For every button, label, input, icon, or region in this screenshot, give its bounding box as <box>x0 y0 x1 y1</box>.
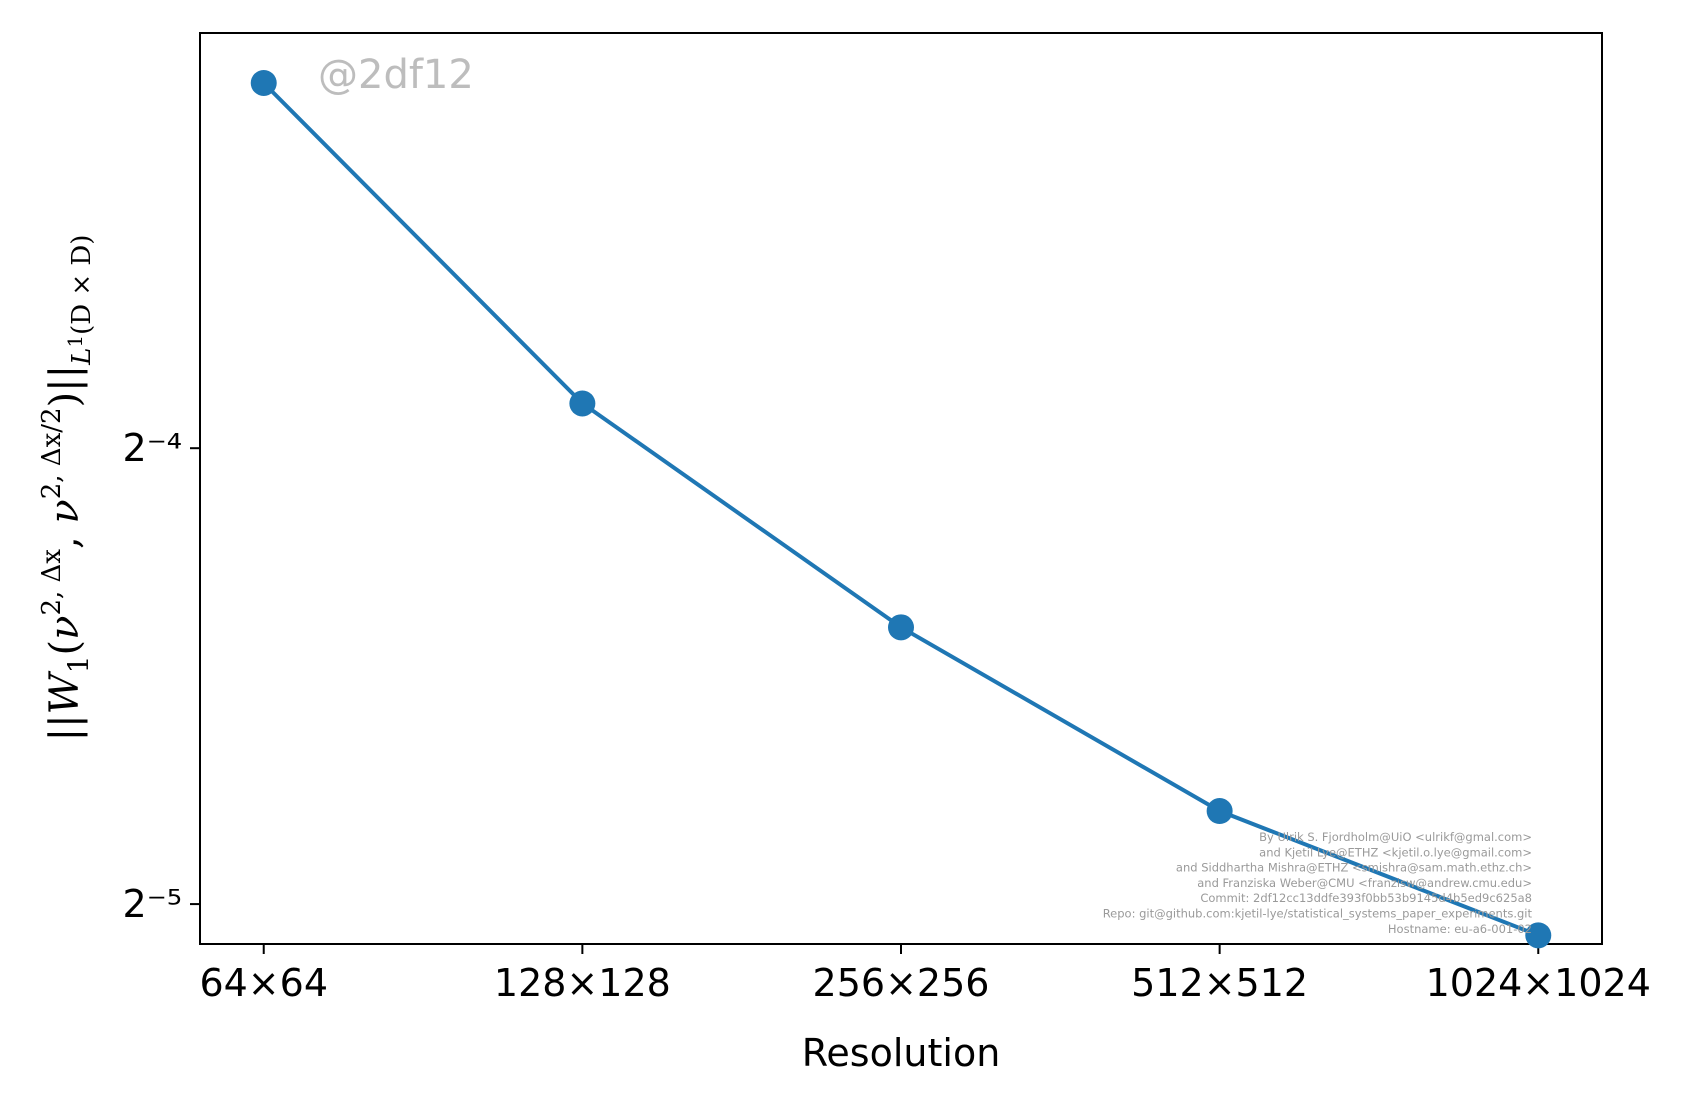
x-tick-label: 1024×1024 <box>1426 961 1651 1005</box>
data-point <box>1206 798 1233 825</box>
credits-block: By Ulrik S. Fjordholm@UiO <ulrikf@gmal.c… <box>1103 830 1533 936</box>
x-tick-label: 64×64 <box>199 961 328 1005</box>
svg-text:||W1(ν2, Δx, ν2, Δx/2)||L1(D ×: ||W1(ν2, Δx, ν2, Δx/2)||L1(D × D) <box>37 235 97 742</box>
data-points <box>250 69 1552 949</box>
credits-line: Repo: git@github.com:kjetil-lye/statisti… <box>1103 907 1533 921</box>
data-point <box>1525 922 1552 949</box>
credits-line: and Siddhartha Mishra@ETHZ <smishra@sam.… <box>1176 861 1532 875</box>
data-point <box>250 69 277 96</box>
watermark: @2df12 <box>318 52 474 98</box>
credits-line: Hostname: eu-a6-001-02 <box>1388 922 1532 936</box>
credits-line: and Kjetil Lye@ETHZ <kjetil.o.lye@gmail.… <box>1259 845 1532 859</box>
credits-line: Commit: 2df12cc13ddfe393f0bb53b9145d4b5e… <box>1200 891 1532 905</box>
credits-line: By Ulrik S. Fjordholm@UiO <ulrikf@gmal.c… <box>1259 830 1532 844</box>
x-tick-label: 256×256 <box>813 961 990 1005</box>
x-tick-label: 512×512 <box>1131 961 1308 1005</box>
y-tick-label: 2⁻⁴ <box>123 426 182 470</box>
y-axis-label: ||W1(ν2, Δx, ν2, Δx/2)||L1(D × D) <box>37 235 97 742</box>
x-axis-label: Resolution <box>802 1031 1001 1075</box>
x-axis: 64×64 128×128 256×256 512×512 1024×1024 <box>199 944 1651 1005</box>
x-tick-label: 128×128 <box>494 961 671 1005</box>
data-point <box>888 614 914 641</box>
y-axis: 2⁻⁴ 2⁻⁵ <box>123 426 200 926</box>
data-point <box>569 390 596 417</box>
y-tick-label: 2⁻⁵ <box>123 882 182 926</box>
credits-line: and Franziska Weber@CMU <franzisw@andrew… <box>1197 876 1532 890</box>
plot-area <box>199 32 1603 945</box>
